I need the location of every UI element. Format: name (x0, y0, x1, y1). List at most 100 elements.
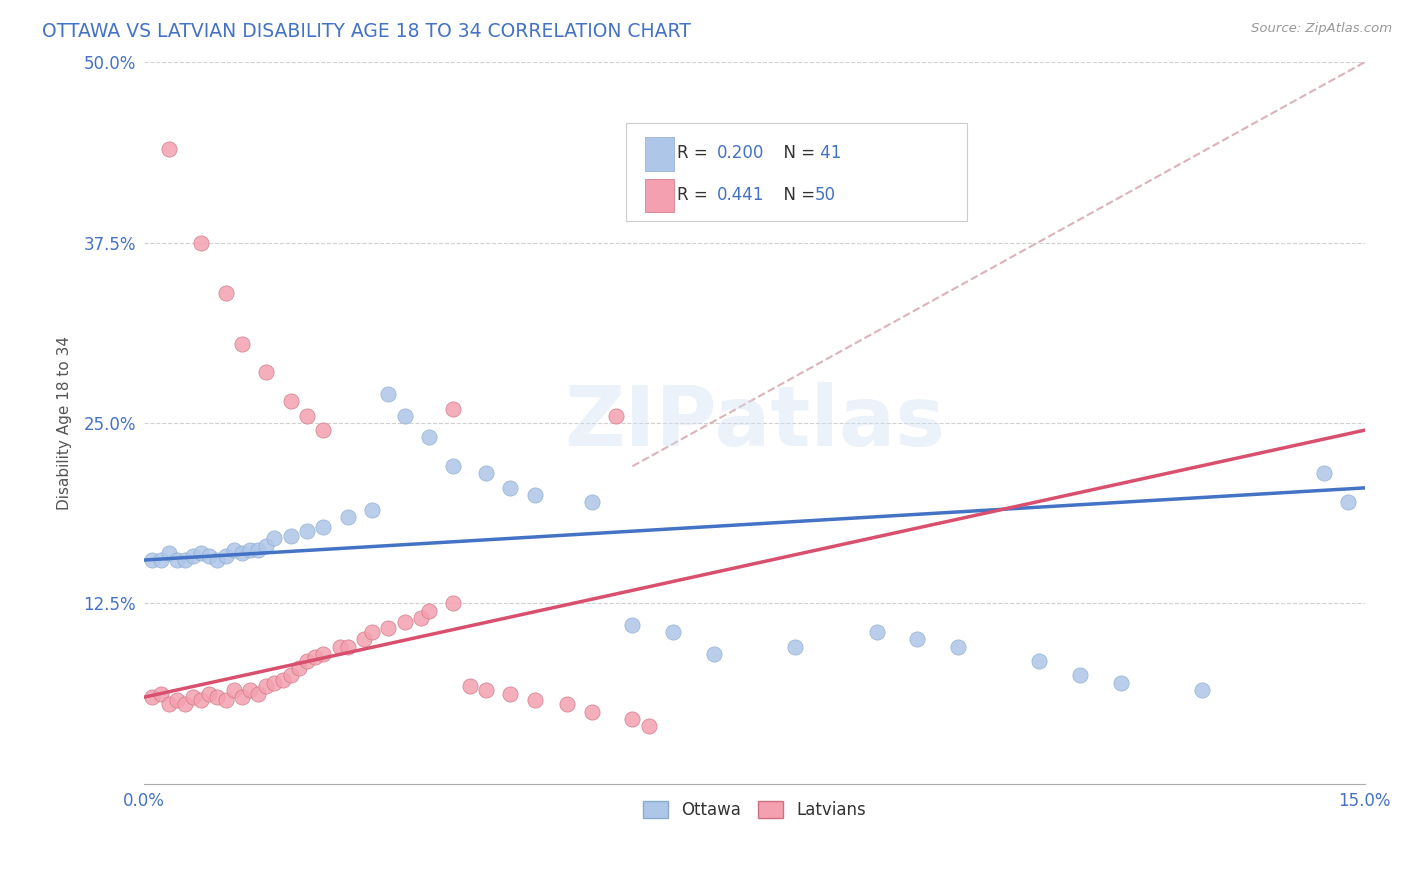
Point (905, 632, 928, 647)
Point (785, 640, 807, 654)
Point (149, 687, 172, 701)
Point (377, 387, 399, 401)
Point (280, 394, 302, 409)
Point (254, 679, 277, 693)
Point (141, 553, 163, 567)
Point (157, 142, 180, 156)
Point (946, 640, 969, 654)
Point (361, 625, 384, 640)
Text: R =: R = (678, 186, 718, 203)
Point (174, 698, 197, 712)
Point (149, 553, 172, 567)
Point (361, 502, 384, 516)
Point (222, 682, 245, 697)
Text: 0.200: 0.200 (717, 144, 763, 161)
Point (312, 520, 335, 534)
Point (231, 336, 253, 351)
Point (207, 690, 229, 705)
Point (280, 668, 302, 682)
Point (304, 649, 326, 664)
Point (222, 543, 245, 558)
Point (190, 693, 212, 707)
Point (181, 549, 204, 563)
Point (254, 366, 277, 380)
Point (377, 621, 399, 635)
Point (499, 687, 522, 701)
Point (214, 286, 236, 301)
Text: Source: ZipAtlas.com: Source: ZipAtlas.com (1251, 22, 1392, 36)
Point (328, 640, 350, 654)
Point (295, 654, 318, 668)
Point (288, 661, 311, 675)
Point (247, 687, 270, 701)
Text: R =: R = (678, 144, 713, 161)
Point (581, 705, 603, 719)
Point (214, 549, 236, 563)
Point (141, 690, 163, 705)
Point (166, 553, 188, 567)
Text: N =: N = (773, 186, 820, 203)
Point (443, 401, 465, 416)
Point (181, 690, 204, 705)
Point (394, 615, 416, 629)
Point (263, 675, 285, 690)
Point (1191, 682, 1213, 697)
Point (231, 546, 253, 560)
Point (190, 546, 212, 560)
Point (239, 682, 262, 697)
Point (174, 553, 197, 567)
Point (637, 719, 659, 733)
Point (198, 549, 221, 563)
Point (157, 698, 180, 712)
Point (295, 409, 318, 423)
Point (499, 481, 522, 495)
Point (605, 409, 627, 423)
Text: 50: 50 (815, 186, 837, 203)
Point (557, 698, 579, 712)
Point (336, 640, 359, 654)
Point (865, 625, 887, 640)
Point (703, 647, 725, 661)
Point (1028, 654, 1050, 668)
Text: 0.441: 0.441 (717, 186, 763, 203)
Point (1337, 495, 1360, 509)
Legend: Ottawa, Latvians: Ottawa, Latvians (637, 795, 873, 826)
Point (207, 553, 229, 567)
Point (443, 459, 465, 474)
Point (336, 509, 359, 524)
Point (312, 423, 335, 437)
Point (394, 409, 416, 423)
Text: ZIPatlas: ZIPatlas (564, 383, 945, 464)
Point (190, 235, 212, 250)
Point (1109, 675, 1132, 690)
Point (214, 693, 236, 707)
Point (475, 682, 498, 697)
Point (263, 532, 285, 546)
Point (247, 543, 270, 558)
Point (280, 528, 302, 542)
Point (418, 603, 440, 617)
Point (458, 679, 481, 693)
Point (418, 430, 440, 444)
Point (523, 488, 546, 502)
Point (198, 687, 221, 701)
Point (254, 539, 277, 553)
Point (409, 611, 432, 625)
Text: 41: 41 (815, 144, 842, 161)
Point (312, 647, 335, 661)
Text: N =: N = (773, 144, 820, 161)
Point (1313, 467, 1336, 481)
Point (157, 546, 180, 560)
Point (231, 690, 253, 705)
Point (475, 467, 498, 481)
Point (662, 625, 685, 640)
Point (353, 632, 375, 647)
Point (295, 524, 318, 538)
Y-axis label: Disability Age 18 to 34: Disability Age 18 to 34 (58, 336, 72, 510)
Point (271, 673, 294, 687)
Point (443, 596, 465, 610)
Point (621, 618, 644, 632)
Point (621, 712, 644, 726)
Point (1069, 668, 1091, 682)
Point (239, 543, 262, 558)
